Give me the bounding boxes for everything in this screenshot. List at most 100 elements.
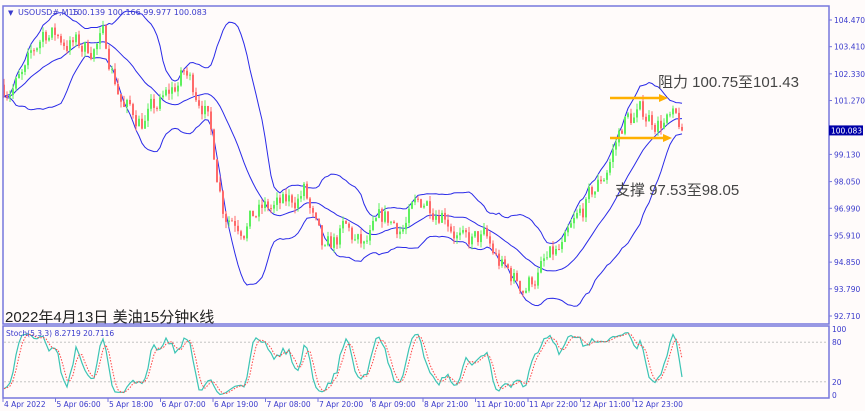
candle: [519, 280, 521, 294]
candle-body: [600, 179, 602, 182]
candle-body: [534, 284, 536, 286]
candle-body: [276, 197, 278, 205]
candle-body: [624, 116, 626, 134]
candle-body: [249, 210, 251, 227]
candle-body: [519, 280, 521, 291]
candle-body: [678, 112, 680, 127]
candle: [291, 193, 293, 208]
candle-body: [363, 241, 365, 244]
candle-body: [558, 248, 560, 250]
candle-body: [423, 205, 425, 208]
candle: [315, 211, 317, 221]
price-tick-label: 92.710: [834, 312, 860, 321]
chart-caption: 2022年4月13日 美油15分钟K线: [5, 309, 214, 326]
candle-body: [93, 49, 95, 59]
candle-body: [210, 111, 212, 130]
candle: [159, 93, 161, 112]
candle-body: [96, 43, 98, 50]
candle-body: [324, 245, 326, 247]
candle: [171, 81, 173, 100]
candle: [495, 248, 497, 256]
candle: [579, 205, 581, 216]
candle: [540, 256, 542, 274]
candle-body: [585, 199, 587, 218]
candle-body: [126, 99, 128, 107]
stoch-tick-label: 0: [832, 391, 837, 400]
candle-body: [312, 208, 314, 213]
candle: [336, 235, 338, 250]
candle: [168, 83, 170, 101]
candle: [222, 190, 224, 219]
candle: [147, 103, 149, 128]
candle: [381, 207, 383, 228]
candle-body: [381, 209, 383, 222]
bollinger-upper-band: [3, 10, 683, 245]
candle: [633, 112, 635, 124]
candle: [426, 200, 428, 207]
candle: [459, 227, 461, 241]
candle-body: [72, 40, 74, 43]
candle: [309, 197, 311, 214]
candle: [318, 218, 320, 227]
candle-body: [27, 52, 29, 66]
candle: [153, 94, 155, 114]
candle-body: [507, 264, 509, 268]
candle: [405, 216, 407, 235]
candle: [105, 24, 107, 50]
candle: [492, 240, 494, 255]
stoch-tick-label: 20: [832, 378, 842, 387]
candle: [423, 203, 425, 209]
candle: [57, 33, 59, 39]
candle: [252, 210, 254, 217]
candle-body: [480, 234, 482, 243]
candle-body: [309, 198, 311, 209]
candle-body: [633, 117, 635, 124]
candle: [126, 98, 128, 114]
candle-body: [513, 273, 515, 282]
candle-body: [438, 215, 440, 223]
candle: [489, 231, 491, 247]
candle: [399, 226, 401, 239]
candle-body: [261, 204, 263, 208]
candle: [504, 255, 506, 269]
candle: [240, 229, 242, 240]
candle-body: [180, 70, 182, 86]
candle: [636, 103, 638, 123]
stoch-panel-border: [2, 325, 830, 399]
candle: [549, 246, 551, 258]
candle: [615, 137, 617, 156]
candle: [474, 230, 476, 238]
candle-body: [108, 48, 110, 70]
candle: [243, 235, 245, 241]
candle-body: [264, 201, 266, 208]
candle-body: [369, 230, 371, 241]
candle-body: [243, 235, 245, 239]
candle: [450, 223, 452, 234]
candle: [588, 183, 590, 204]
price-tick-label: 95.910: [834, 231, 860, 240]
arrow-head-icon: [659, 94, 668, 102]
candle-body: [168, 89, 170, 94]
candle-body: [486, 228, 488, 237]
candle-body: [6, 96, 8, 98]
candle-body: [405, 222, 407, 230]
candle-body: [18, 74, 20, 79]
candle-body: [384, 211, 386, 222]
symbol-dropdown-icon[interactable]: ▼: [8, 9, 14, 17]
candle: [60, 33, 62, 46]
candle-body: [105, 25, 107, 49]
candle-body: [645, 116, 647, 122]
candle-body: [327, 236, 329, 246]
candle-body: [234, 220, 236, 226]
candle-body: [267, 201, 269, 209]
candle-body: [429, 201, 431, 214]
candle-body: [618, 130, 620, 143]
candle: [591, 185, 593, 198]
candle: [576, 209, 578, 220]
candle-body: [351, 227, 353, 240]
candle-body: [390, 221, 392, 223]
candle: [609, 158, 611, 176]
candle-body: [297, 198, 299, 209]
candle-body: [543, 258, 545, 261]
